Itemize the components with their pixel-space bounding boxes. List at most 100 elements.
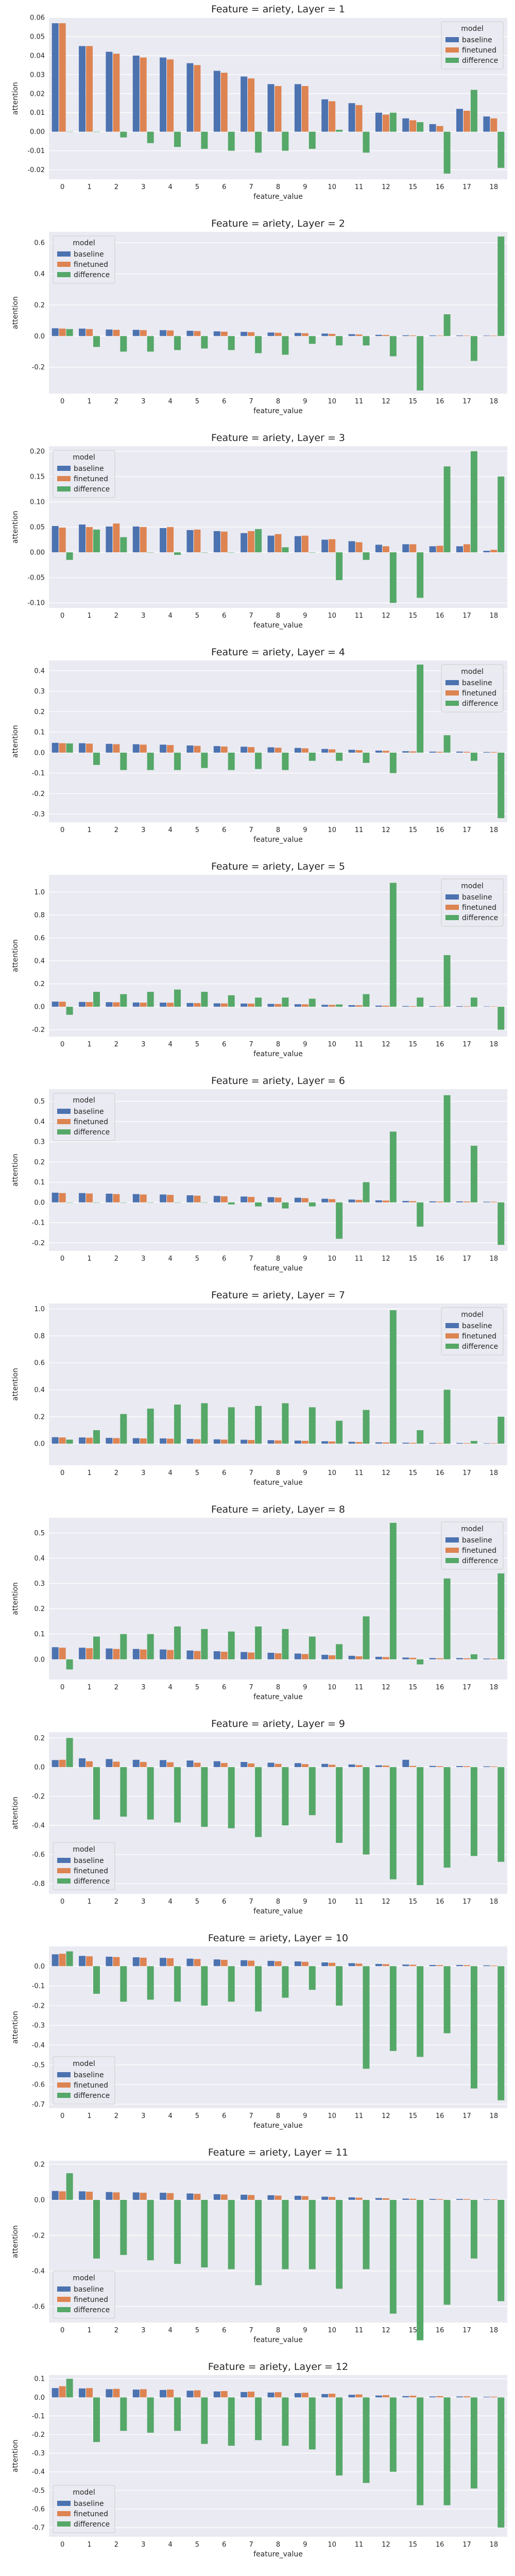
x-tick-label: 6 [222,2112,226,2120]
bar-finetuned-2 [113,1002,120,1007]
legend-swatch-finetuned [57,2082,71,2088]
bar-difference-17 [470,1654,477,1659]
bar-finetuned-7 [248,2392,255,2398]
bar-difference-16 [443,131,451,174]
bar-baseline-2 [106,2389,113,2398]
bar-finetuned-12 [382,114,389,132]
bar-baseline-5 [186,63,194,132]
bar-baseline-3 [132,1649,140,1659]
bar-baseline-0 [52,1760,59,1767]
x-tick-label: 2 [114,1469,118,1477]
bar-finetuned-8 [274,1764,282,1767]
bar-difference-10 [336,552,343,581]
bar-difference-4 [174,1626,181,1659]
x-tick-label: 7 [249,2327,253,2334]
bar-baseline-8 [267,1440,274,1444]
legend-box [53,2270,115,2319]
bar-baseline-16 [429,1201,436,1202]
bar-baseline-7 [241,1652,248,1659]
bar-difference-12 [389,336,397,357]
x-tick-label: 8 [276,2327,280,2334]
y-tick-label: 0.1 [34,1631,45,1638]
bar-baseline-11 [348,1963,355,1967]
bar-difference-5 [201,1403,208,1444]
bar-finetuned-5 [194,1959,201,1967]
y-tick-label: 0.6 [34,1360,45,1367]
bar-finetuned-2 [113,54,120,132]
bar-difference-11 [363,336,370,346]
bar-baseline-2 [106,527,113,553]
bar-finetuned-0 [59,2386,66,2398]
bar-difference-1 [93,992,100,1007]
bar-finetuned-15 [409,1006,417,1007]
bar-baseline-4 [160,1194,167,1202]
bar-difference-5 [201,752,208,768]
x-tick-label: 0 [60,2327,64,2334]
y-axis-label: attention [11,2011,20,2044]
bar-baseline-8 [267,747,274,753]
bar-baseline-7 [241,1761,248,1767]
x-tick-label: 3 [141,612,145,620]
legend-label-finetuned: finetuned [462,46,496,55]
legend-label-difference: difference [74,2520,110,2529]
x-tick-label: 7 [249,1255,253,1263]
bar-finetuned-17 [463,111,470,132]
bar-difference-0 [66,743,73,753]
bar-finetuned-11 [355,2197,363,2200]
bar-difference-6 [228,552,235,553]
chart-title: Feature = ariety, Layer = 11 [208,2147,348,2158]
bar-baseline-10 [321,2196,329,2200]
bar-baseline-15 [402,118,409,132]
bar-baseline-9 [294,748,301,753]
bar-finetuned-6 [220,746,228,753]
legend-label-difference: difference [74,2092,110,2100]
x-tick-label: 18 [490,183,499,191]
legend-swatch-finetuned [57,2511,71,2516]
bar-finetuned-3 [140,1761,147,1767]
bar-baseline-5 [186,1003,194,1007]
y-tick-label: -0.8 [32,1880,45,1888]
x-tick-label: 7 [249,398,253,405]
y-tick-label: -0.3 [32,2450,45,2458]
y-tick-label: -0.1 [32,1219,45,1227]
bar-baseline-11 [348,541,355,553]
bar-baseline-0 [52,2388,59,2398]
bar-baseline-18 [483,1658,490,1659]
y-axis-label: attention [11,2439,20,2472]
bar-baseline-4 [160,1649,167,1659]
legend-box [441,878,504,927]
x-tick-label: 10 [328,398,336,405]
bar-baseline-11 [348,334,355,336]
bar-difference-0 [66,552,73,560]
bar-finetuned-7 [248,1440,255,1444]
x-tick-label: 10 [328,826,336,834]
bar-baseline-6 [213,1761,220,1767]
x-axis-label: feature_value [253,193,303,201]
legend-label-finetuned: finetuned [74,2081,108,2090]
bar-baseline-4 [160,1003,167,1007]
bar-difference-5 [201,2199,208,2268]
bar-difference-8 [282,1403,289,1444]
bar-finetuned-8 [274,2392,282,2398]
bar-difference-8 [282,131,289,151]
bar-finetuned-7 [248,1763,255,1767]
bar-difference-9 [308,1407,316,1444]
legend-swatch-finetuned [57,476,71,481]
legend-label-difference: difference [74,485,110,494]
bar-finetuned-10 [329,1199,336,1202]
bar-difference-9 [308,1202,316,1207]
bar-baseline-15 [402,2396,409,2398]
bar-difference-16 [443,1966,451,2033]
legend-swatch-baseline [57,251,71,257]
legend-title: model [73,2060,95,2068]
x-tick-label: 16 [436,1684,444,1691]
bar-difference-3 [147,1202,154,1203]
bar-difference-10 [336,1767,343,1843]
bar-baseline-7 [241,332,248,336]
chart-panel-11: Feature = ariety, Layer = 11 -0.6 -0.4 -0.2… [11,2147,507,2344]
bar-baseline-18 [483,1006,490,1007]
bar-baseline-0 [52,1647,59,1659]
x-tick-label: 8 [276,2541,280,2549]
x-tick-label: 2 [114,2541,118,2549]
bar-finetuned-3 [140,1194,147,1202]
